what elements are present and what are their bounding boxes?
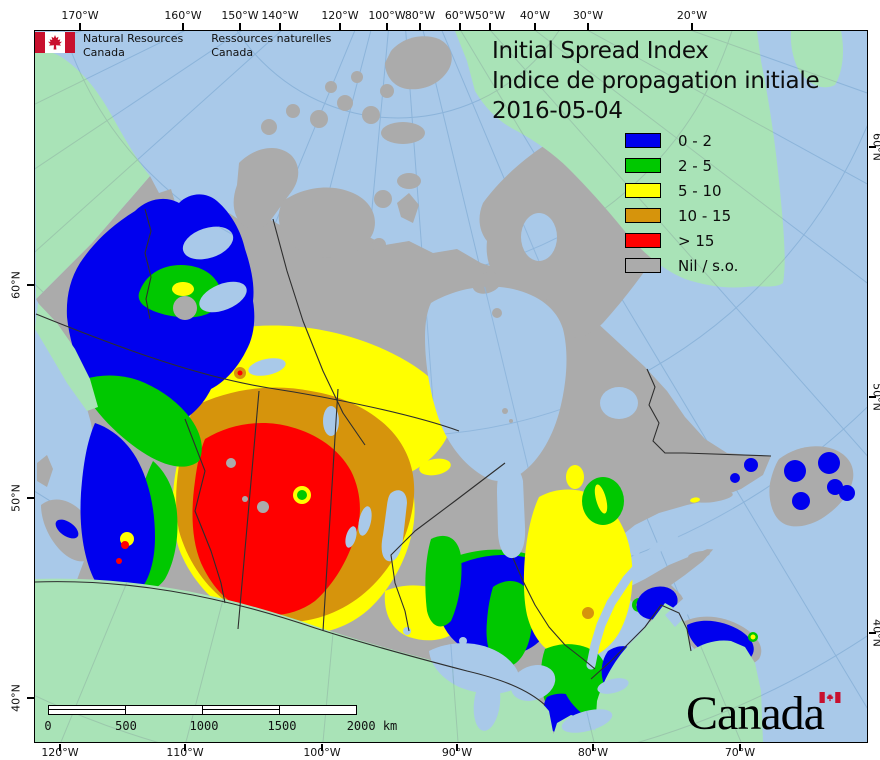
scale-bar-label: 1000 xyxy=(189,719,219,733)
tick-mark xyxy=(386,23,388,30)
longitude-label: 100°W xyxy=(368,9,406,22)
tick-mark xyxy=(739,744,741,751)
political-borders xyxy=(35,208,772,706)
legend-item-isi-gt15: > 15 xyxy=(625,231,738,250)
islands-in-water xyxy=(472,272,733,559)
legend-label: > 15 xyxy=(678,231,715,250)
tick-mark xyxy=(27,284,34,286)
legend-color-swatch xyxy=(625,133,661,148)
tick-mark xyxy=(592,744,594,751)
logo-text-en: Natural Resources Canada xyxy=(83,32,184,59)
longitude-label: 40°W xyxy=(519,9,551,22)
longitude-label: 120°W xyxy=(321,9,359,22)
longitude-label: 60°W xyxy=(444,9,476,22)
scale-bar-label: 500 xyxy=(115,719,137,733)
logo-text-fr: Ressources naturelles Canada xyxy=(211,32,332,59)
title-en: Initial Spread Index xyxy=(492,38,709,64)
longitude-label: 170°W xyxy=(61,9,99,22)
latitude-label: 40°N xyxy=(9,684,23,712)
isi-regions xyxy=(55,194,855,735)
tick-mark xyxy=(279,23,281,30)
longitude-label: 150°W xyxy=(221,9,259,22)
longitude-label: 100°W xyxy=(303,746,341,759)
longitude-label: 80°W xyxy=(577,746,609,759)
tick-mark xyxy=(339,23,341,30)
tick-mark xyxy=(489,23,491,30)
map-title: Initial Spread Index Indice de propagati… xyxy=(492,36,820,126)
scale-bar-label: 1500 xyxy=(267,719,297,733)
tick-mark xyxy=(456,744,458,751)
tick-mark xyxy=(59,744,61,751)
legend-color-swatch xyxy=(625,233,661,248)
legend-item-isi-0-2: 0 - 2 xyxy=(625,131,738,150)
scale-bar-segment xyxy=(126,705,203,715)
longitude-label: 30°W xyxy=(572,9,604,22)
tick-mark xyxy=(27,497,34,499)
tick-mark xyxy=(184,744,186,751)
legend-label: Nil / s.o. xyxy=(678,256,739,275)
legend-label: 0 - 2 xyxy=(678,131,713,150)
canada-isi-map xyxy=(34,30,868,743)
tick-mark xyxy=(27,697,34,699)
latitude-label: 60°N xyxy=(9,271,23,299)
longitude-label: 110°W xyxy=(166,746,204,759)
scale-bar-segment xyxy=(48,705,126,715)
scale-bar-segment xyxy=(280,705,357,715)
tick-mark xyxy=(419,23,421,30)
scale-bar-label: 2000 km xyxy=(346,719,398,733)
tick-mark xyxy=(869,632,876,634)
legend-item-isi-nil: Nil / s.o. xyxy=(625,256,739,275)
latitude-label: 50°N xyxy=(9,484,23,512)
longitude-label: 90°W xyxy=(441,746,473,759)
tick-mark xyxy=(587,23,589,30)
longitude-label: 20°W xyxy=(676,9,708,22)
tick-mark xyxy=(869,396,876,398)
legend-label: 2 - 5 xyxy=(678,156,713,175)
nrcan-logo: Natural Resources Canada Ressources natu… xyxy=(35,32,331,60)
legend-label: 10 - 15 xyxy=(678,206,732,225)
longitude-label: 120°W xyxy=(41,746,79,759)
canada-wordmark: Canada xyxy=(686,687,841,740)
title-fr: Indice de propagation initiale xyxy=(492,68,820,94)
tick-mark xyxy=(79,23,81,30)
scale-bar-label: 0 xyxy=(44,719,52,733)
tick-mark xyxy=(691,23,693,30)
legend-color-swatch xyxy=(625,258,661,273)
longitude-label: 140°W xyxy=(261,9,299,22)
scale-bar xyxy=(48,705,357,715)
wordmark-text: Canada xyxy=(686,687,825,740)
legend-color-swatch xyxy=(625,158,661,173)
legend: 0 - 2 2 - 5 5 - 10 10 - 15 > 15 Nil / s.o. xyxy=(625,131,739,283)
legend-label: 5 - 10 xyxy=(678,181,722,200)
longitude-label: 50°W xyxy=(474,9,506,22)
legend-item-isi-5-10: 5 - 10 xyxy=(625,181,738,200)
legend-item-isi-2-5: 2 - 5 xyxy=(625,156,738,175)
tick-mark xyxy=(239,23,241,30)
tick-mark xyxy=(182,23,184,30)
title-date: 2016-05-04 xyxy=(492,98,623,124)
tick-mark xyxy=(459,23,461,30)
foreign-land xyxy=(35,31,843,742)
legend-item-isi-10-15: 10 - 15 xyxy=(625,206,738,225)
map-svg xyxy=(35,31,867,742)
legend-color-swatch xyxy=(625,208,661,223)
scale-bar-segment xyxy=(203,705,280,715)
tick-mark xyxy=(321,744,323,751)
tick-mark xyxy=(534,23,536,30)
longitude-label: 160°W xyxy=(164,9,202,22)
tick-mark xyxy=(869,146,876,148)
legend-color-swatch xyxy=(625,183,661,198)
longitude-label: 70°W xyxy=(724,746,756,759)
wordmark-flag-icon xyxy=(819,692,841,703)
canada-flag-icon xyxy=(35,32,75,53)
longitude-label: 80°W xyxy=(404,9,436,22)
